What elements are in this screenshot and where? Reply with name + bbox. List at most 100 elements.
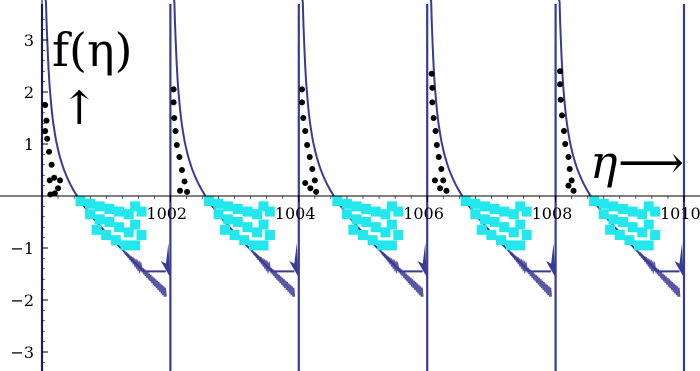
data-dot — [42, 128, 49, 134]
data-square — [258, 240, 269, 251]
data-square — [393, 206, 404, 217]
data-square — [489, 204, 500, 214]
data-square — [627, 206, 638, 217]
data-square — [386, 219, 397, 230]
data-dot — [437, 185, 444, 192]
y-axis-arrow: ↑ — [60, 81, 99, 135]
data-dot — [172, 128, 179, 134]
data-square — [239, 235, 250, 246]
data-dot — [560, 128, 567, 134]
data-square — [380, 227, 391, 238]
data-square — [242, 222, 253, 233]
data-square — [598, 209, 609, 220]
data-square — [114, 206, 125, 217]
data-dot — [55, 185, 62, 192]
data-square — [85, 198, 96, 209]
data-dot — [432, 128, 439, 134]
data-square — [479, 214, 490, 225]
data-dot — [309, 165, 316, 172]
data-dot — [171, 115, 178, 121]
data-dot — [570, 187, 577, 194]
data-square — [637, 227, 648, 238]
data-dot — [51, 190, 58, 197]
x-axis-label: η — [590, 135, 618, 189]
ticks — [41, 18, 685, 363]
curve-spike — [160, 242, 170, 277]
data-square — [114, 222, 125, 233]
data-square — [634, 240, 645, 251]
data-square — [351, 201, 362, 212]
data-dot — [302, 180, 309, 186]
data-square — [203, 196, 214, 207]
data-dot — [170, 86, 177, 93]
data-square — [589, 196, 600, 207]
data-dot — [302, 128, 309, 134]
data-dot — [429, 84, 436, 91]
data-dot — [181, 178, 188, 185]
data-square — [508, 209, 519, 220]
data-square — [605, 224, 616, 235]
data-square — [515, 201, 526, 212]
data-square — [496, 235, 507, 246]
data-square — [136, 230, 147, 240]
data-square — [521, 206, 532, 217]
y-tick-label: −1 — [10, 239, 34, 258]
y-tick-label: 2 — [24, 83, 34, 102]
data-square — [386, 240, 397, 251]
data-square — [618, 217, 629, 227]
data-dot — [46, 177, 53, 184]
curve-noise-band — [509, 251, 552, 297]
curve-spike — [289, 242, 299, 277]
data-dot — [566, 165, 573, 172]
data-dot — [43, 117, 50, 124]
data-square — [232, 204, 243, 214]
data-square — [94, 201, 105, 212]
data-dot — [177, 187, 184, 194]
data-dot — [428, 70, 435, 77]
data-square — [219, 224, 230, 235]
data-square — [515, 219, 526, 230]
data-dot — [562, 141, 569, 147]
data-square — [213, 209, 224, 220]
data-square — [242, 206, 253, 217]
data-dot — [299, 86, 306, 93]
data-dot — [565, 182, 572, 189]
curve-spike — [417, 242, 427, 277]
data-square — [136, 206, 147, 217]
data-square — [258, 219, 269, 230]
data-square — [348, 224, 359, 235]
data-square — [499, 206, 510, 217]
data-dot — [557, 96, 564, 103]
data-dot — [429, 99, 436, 106]
data-square — [332, 196, 343, 207]
y-tick-label: −2 — [10, 291, 34, 310]
data-square — [460, 196, 471, 207]
data-square — [608, 201, 619, 212]
data-dot — [311, 177, 318, 184]
data-square — [91, 224, 102, 235]
data-dot — [173, 142, 180, 149]
data-dot — [557, 68, 564, 75]
data-square — [380, 209, 391, 220]
data-dot — [184, 188, 191, 195]
data-square — [608, 214, 619, 225]
data-square — [341, 209, 352, 220]
data-dot — [56, 177, 63, 184]
data-square — [470, 198, 481, 209]
data-square — [75, 196, 86, 207]
curve-noise-band — [252, 251, 296, 297]
data-dot — [170, 99, 177, 106]
data-square — [499, 222, 510, 233]
data-dot — [435, 154, 442, 160]
data-square — [367, 235, 378, 246]
data-square — [470, 209, 481, 220]
data-square — [223, 214, 234, 225]
curve-spike — [545, 242, 555, 277]
data-dot — [178, 167, 185, 173]
data-square — [370, 206, 381, 217]
data-square — [358, 230, 368, 240]
x-tick-label: 1008 — [532, 204, 573, 223]
data-dot — [46, 148, 53, 155]
x-tick-label: 1002 — [146, 204, 187, 223]
data-dot — [306, 154, 313, 160]
